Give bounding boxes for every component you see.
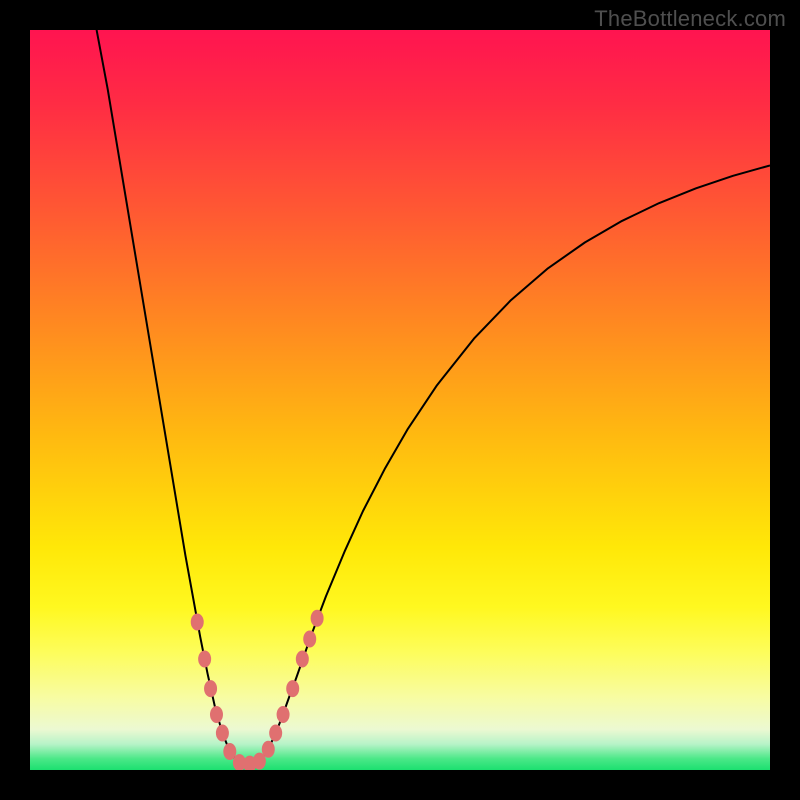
data-marker	[269, 725, 282, 742]
data-marker	[210, 706, 223, 723]
data-marker	[216, 725, 229, 742]
watermark-text: TheBottleneck.com	[594, 6, 786, 32]
data-marker	[198, 651, 211, 668]
data-marker	[311, 610, 324, 627]
bottleneck-chart	[0, 0, 800, 800]
data-marker	[204, 680, 217, 697]
data-marker	[277, 706, 290, 723]
data-marker	[296, 651, 309, 668]
plot-background	[30, 30, 770, 770]
data-marker	[286, 680, 299, 697]
data-marker	[191, 614, 204, 631]
data-marker	[262, 741, 275, 758]
data-marker	[303, 631, 316, 648]
